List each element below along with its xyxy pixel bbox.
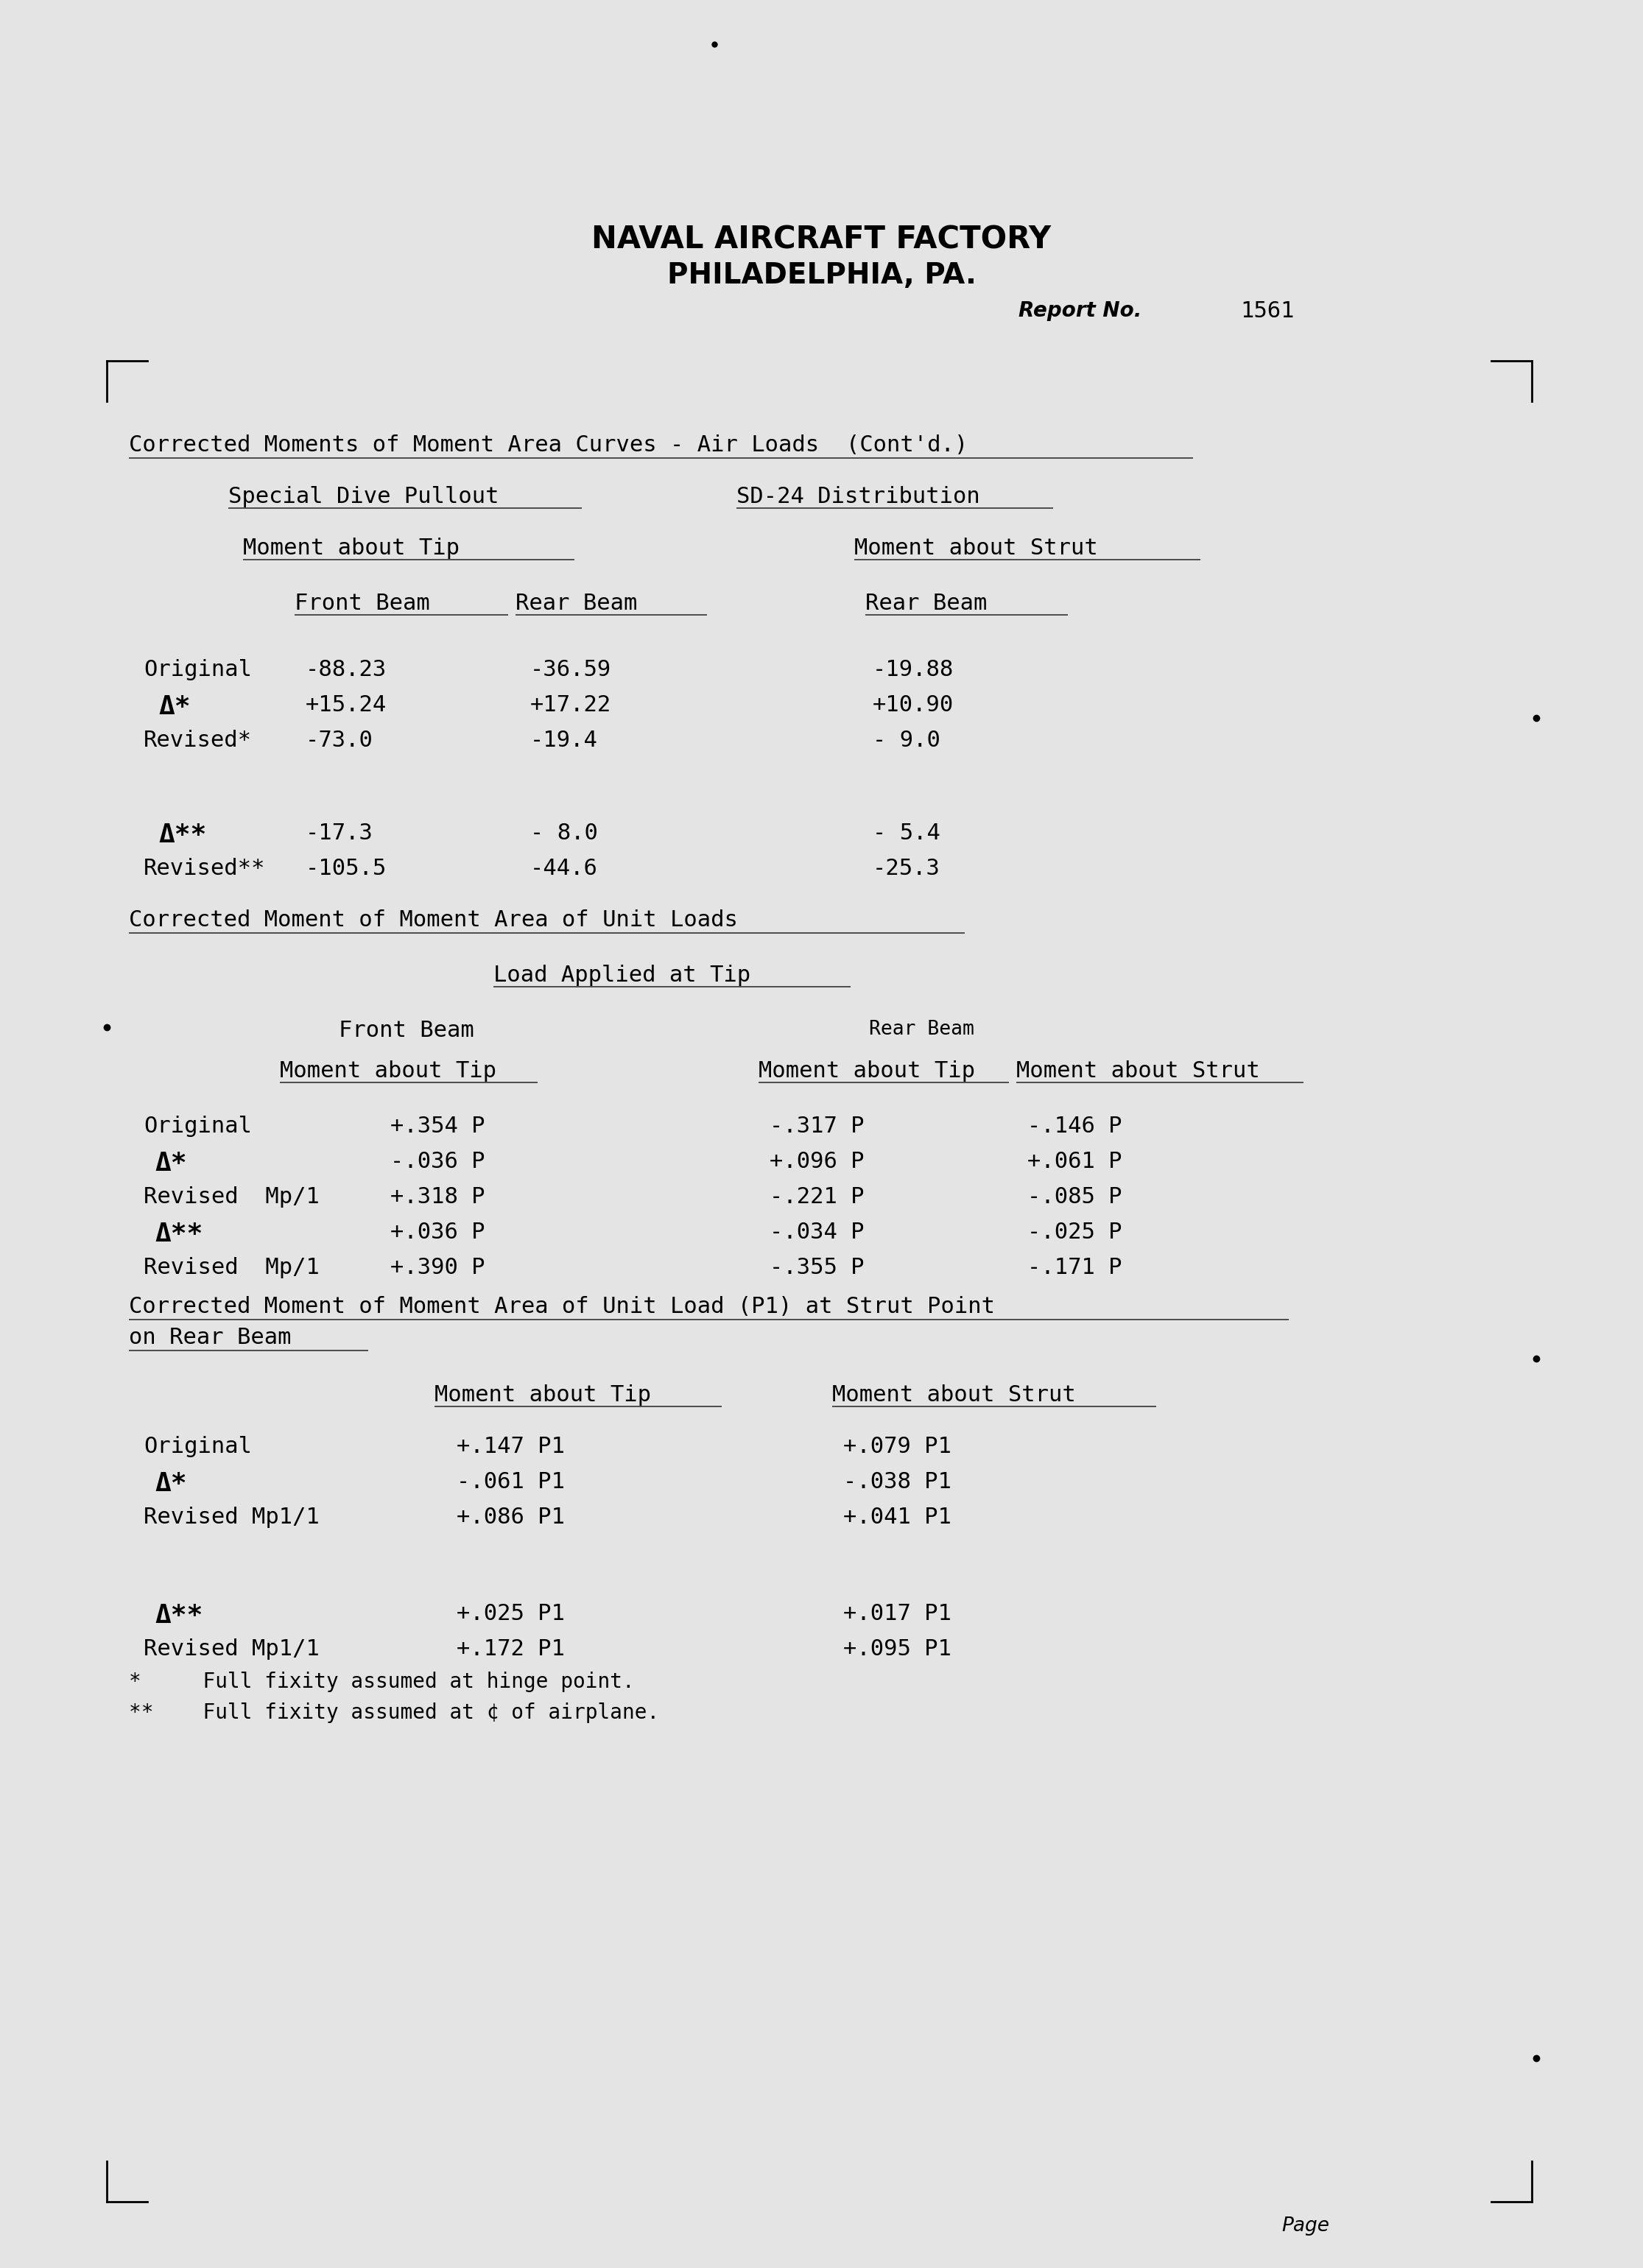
Text: +.096 P: +.096 P bbox=[769, 1150, 864, 1173]
Text: -73.0: -73.0 bbox=[306, 730, 373, 751]
Text: Rear Beam: Rear Beam bbox=[866, 592, 987, 615]
Text: Δ**: Δ** bbox=[154, 1603, 202, 1628]
Text: Revised*: Revised* bbox=[143, 730, 251, 751]
Text: Report No.: Report No. bbox=[1019, 299, 1142, 322]
Text: -.038 P1: -.038 P1 bbox=[843, 1472, 951, 1492]
Text: -88.23: -88.23 bbox=[306, 660, 386, 680]
Text: Revised  Mp/1: Revised Mp/1 bbox=[143, 1186, 319, 1207]
Text: -.085 P: -.085 P bbox=[1027, 1186, 1122, 1207]
Text: -44.6: -44.6 bbox=[531, 857, 598, 880]
Text: Δ*: Δ* bbox=[154, 1150, 187, 1177]
Text: +.095 P1: +.095 P1 bbox=[843, 1637, 951, 1660]
Text: -.317 P: -.317 P bbox=[769, 1116, 864, 1136]
Text: -105.5: -105.5 bbox=[306, 857, 386, 880]
Text: NAVAL AIRCRAFT FACTORY: NAVAL AIRCRAFT FACTORY bbox=[591, 225, 1052, 256]
Text: Page: Page bbox=[1282, 2216, 1329, 2236]
Text: +.172 P1: +.172 P1 bbox=[457, 1637, 565, 1660]
Text: Front Beam: Front Beam bbox=[338, 1021, 475, 1041]
Text: -17.3: -17.3 bbox=[306, 823, 373, 844]
Text: -36.59: -36.59 bbox=[531, 660, 611, 680]
Text: **    Full fixity assumed at ¢ of airplane.: ** Full fixity assumed at ¢ of airplane. bbox=[128, 1703, 659, 1724]
Text: Moment about Strut: Moment about Strut bbox=[1017, 1061, 1260, 1082]
Text: -.034 P: -.034 P bbox=[769, 1222, 864, 1243]
Text: -.171 P: -.171 P bbox=[1027, 1256, 1122, 1279]
Text: +.061 P: +.061 P bbox=[1027, 1150, 1122, 1173]
Text: on Rear Beam: on Rear Beam bbox=[128, 1327, 291, 1347]
Text: Original: Original bbox=[143, 1116, 251, 1136]
Text: +.025 P1: +.025 P1 bbox=[457, 1603, 565, 1624]
Text: Δ**: Δ** bbox=[158, 823, 207, 848]
Text: Revised**: Revised** bbox=[143, 857, 266, 880]
Text: Load Applied at Tip: Load Applied at Tip bbox=[493, 964, 751, 987]
Text: PHILADELPHIA, PA.: PHILADELPHIA, PA. bbox=[667, 261, 976, 290]
Text: *     Full fixity assumed at hinge point.: * Full fixity assumed at hinge point. bbox=[128, 1672, 634, 1692]
Text: +17.22: +17.22 bbox=[531, 694, 611, 717]
Text: Moment about Strut: Moment about Strut bbox=[831, 1383, 1076, 1406]
Text: Rear Beam: Rear Beam bbox=[869, 1021, 974, 1039]
Text: -.061 P1: -.061 P1 bbox=[457, 1472, 565, 1492]
Text: Corrected Moments of Moment Area Curves - Air Loads  (Cont'd.): Corrected Moments of Moment Area Curves … bbox=[128, 435, 968, 456]
Text: Corrected Moment of Moment Area of Unit Loads: Corrected Moment of Moment Area of Unit … bbox=[128, 909, 738, 930]
Text: Revised Mp1/1: Revised Mp1/1 bbox=[143, 1637, 319, 1660]
Text: Corrected Moment of Moment Area of Unit Load (P1) at Strut Point: Corrected Moment of Moment Area of Unit … bbox=[128, 1295, 996, 1318]
Text: -.221 P: -.221 P bbox=[769, 1186, 864, 1207]
Text: - 8.0: - 8.0 bbox=[531, 823, 598, 844]
Text: Original: Original bbox=[143, 1436, 251, 1458]
Text: Δ*: Δ* bbox=[154, 1472, 187, 1497]
Text: +.036 P: +.036 P bbox=[391, 1222, 485, 1243]
Text: Δ*: Δ* bbox=[158, 694, 191, 719]
Text: +.354 P: +.354 P bbox=[391, 1116, 485, 1136]
Text: +.041 P1: +.041 P1 bbox=[843, 1506, 951, 1529]
Text: +.318 P: +.318 P bbox=[391, 1186, 485, 1207]
Text: Rear Beam: Rear Beam bbox=[516, 592, 637, 615]
Text: Front Beam: Front Beam bbox=[294, 592, 430, 615]
Text: Revised  Mp/1: Revised Mp/1 bbox=[143, 1256, 319, 1279]
Text: SD-24 Distribution: SD-24 Distribution bbox=[736, 485, 979, 508]
Text: Moment about Tip: Moment about Tip bbox=[243, 538, 460, 558]
Text: +.086 P1: +.086 P1 bbox=[457, 1506, 565, 1529]
Text: -.025 P: -.025 P bbox=[1027, 1222, 1122, 1243]
Text: Moment about Tip: Moment about Tip bbox=[279, 1061, 496, 1082]
Text: 1561: 1561 bbox=[1240, 299, 1295, 322]
Text: - 5.4: - 5.4 bbox=[872, 823, 940, 844]
Text: +.079 P1: +.079 P1 bbox=[843, 1436, 951, 1458]
Text: -.355 P: -.355 P bbox=[769, 1256, 864, 1279]
Text: Revised Mp1/1: Revised Mp1/1 bbox=[143, 1506, 319, 1529]
Text: - 9.0: - 9.0 bbox=[872, 730, 940, 751]
Text: +.147 P1: +.147 P1 bbox=[457, 1436, 565, 1458]
Text: +.390 P: +.390 P bbox=[391, 1256, 485, 1279]
Text: Moment about Tip: Moment about Tip bbox=[434, 1383, 651, 1406]
Text: +10.90: +10.90 bbox=[872, 694, 955, 717]
Text: Moment about Tip: Moment about Tip bbox=[759, 1061, 974, 1082]
Text: Δ**: Δ** bbox=[154, 1222, 202, 1247]
Text: -25.3: -25.3 bbox=[872, 857, 940, 880]
Text: +.017 P1: +.017 P1 bbox=[843, 1603, 951, 1624]
Text: -19.88: -19.88 bbox=[872, 660, 955, 680]
Text: +15.24: +15.24 bbox=[306, 694, 386, 717]
Text: Moment about Strut: Moment about Strut bbox=[854, 538, 1098, 558]
Text: Special Dive Pullout: Special Dive Pullout bbox=[228, 485, 499, 508]
Text: -19.4: -19.4 bbox=[531, 730, 598, 751]
Text: -.036 P: -.036 P bbox=[391, 1150, 485, 1173]
Text: -.146 P: -.146 P bbox=[1027, 1116, 1122, 1136]
Text: Original: Original bbox=[143, 660, 251, 680]
